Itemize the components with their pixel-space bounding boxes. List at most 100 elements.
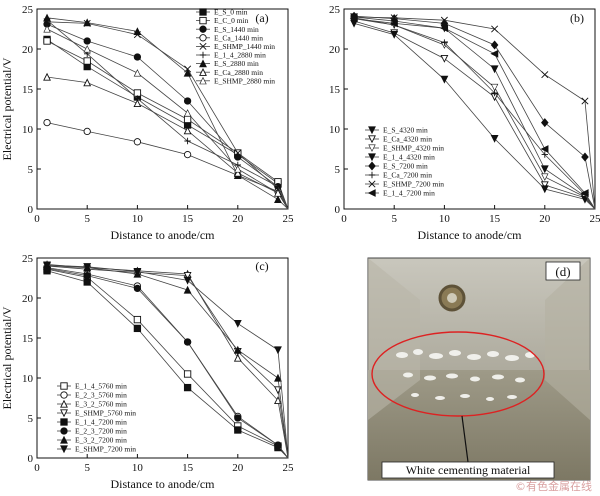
chart-panel-b: 0 5 10 15 20 25 0 5 10 15 20 25 Distance to anode/cm… bbox=[329, 4, 600, 242]
legend-entry: E_3_2_7200 min bbox=[75, 436, 127, 445]
highlight-ellipse bbox=[371, 331, 545, 417]
data-point bbox=[540, 145, 549, 153]
data-point bbox=[349, 14, 358, 23]
legend-entry: E_S_0 min bbox=[214, 8, 248, 17]
x-tick-label: 0 bbox=[34, 213, 40, 225]
legend-entry: E_1_4_5760 min bbox=[75, 382, 127, 391]
y-tick-label: 15 bbox=[22, 84, 34, 96]
legend-marker bbox=[368, 161, 376, 171]
photo-panel: White cementing material (d) bbox=[367, 257, 591, 481]
data-point bbox=[440, 75, 449, 84]
data-point bbox=[83, 37, 91, 45]
data-point bbox=[133, 27, 142, 36]
legend-entry: E_C_0 min bbox=[214, 16, 249, 25]
data-point bbox=[490, 83, 499, 92]
legend-entry: E_S_2880 min bbox=[214, 59, 259, 68]
data-point bbox=[183, 276, 192, 285]
data-point bbox=[183, 383, 192, 392]
legend-marker bbox=[368, 126, 376, 135]
legend-marker bbox=[367, 189, 376, 197]
data-point bbox=[183, 271, 192, 280]
series-8 bbox=[349, 14, 596, 210]
data-point bbox=[440, 54, 449, 63]
data-point bbox=[83, 78, 92, 87]
series-4 bbox=[350, 19, 596, 210]
series-7 bbox=[350, 13, 596, 210]
y-tick-label: 10 bbox=[329, 124, 341, 136]
data-point bbox=[83, 278, 91, 286]
legend-marker bbox=[60, 435, 68, 444]
data-point bbox=[43, 37, 51, 45]
data-point bbox=[43, 72, 51, 81]
data-point bbox=[274, 386, 282, 395]
data-point bbox=[490, 49, 499, 58]
plot-frame bbox=[36, 8, 289, 210]
legend-marker bbox=[199, 8, 207, 16]
legend-entry: E_1_4_4320 min bbox=[383, 153, 435, 162]
legend-entry: E_Ca_1440 min bbox=[214, 33, 263, 42]
panel-label: (c) bbox=[255, 259, 268, 273]
data-point bbox=[43, 13, 51, 22]
data-point bbox=[274, 441, 282, 449]
data-point bbox=[133, 324, 142, 333]
x-tick-label: 25 bbox=[283, 213, 295, 225]
data-point bbox=[83, 127, 91, 136]
legend-entry: E_SHMP_1440 min bbox=[214, 42, 275, 51]
data-point bbox=[274, 189, 282, 197]
legend-marker bbox=[199, 76, 207, 85]
y-tick-label: 10 bbox=[22, 373, 34, 385]
x-tick-label: 15 bbox=[489, 213, 501, 225]
y-tick-label: 5 bbox=[28, 413, 34, 425]
data-point bbox=[490, 65, 499, 74]
panel-label: (a) bbox=[255, 11, 268, 25]
legend-entry: E_2_3_5760 min bbox=[75, 391, 127, 400]
legend-marker bbox=[60, 445, 68, 454]
data-point bbox=[183, 126, 192, 135]
data-point bbox=[83, 263, 92, 272]
legend-marker bbox=[60, 382, 68, 390]
data-point bbox=[541, 151, 548, 158]
legend-entry: E_S_1440 min bbox=[214, 25, 259, 34]
x-tick-label: 5 bbox=[391, 213, 397, 225]
y-tick-label: 25 bbox=[22, 253, 34, 265]
data-point bbox=[183, 370, 192, 378]
x-tick-label: 20 bbox=[539, 213, 551, 225]
data-point bbox=[440, 24, 449, 33]
legend-entry: E_2_3_7200 min bbox=[75, 427, 127, 436]
legend-entry: E_SHMP_7200 min bbox=[75, 445, 136, 454]
data-point bbox=[233, 168, 242, 177]
legend-entry: E_SHMP_7200 min bbox=[383, 180, 444, 189]
data-point bbox=[541, 173, 549, 181]
data-point bbox=[83, 18, 92, 27]
annotation-box bbox=[381, 461, 555, 479]
x-tick-label: 10 bbox=[439, 213, 451, 225]
legend-marker bbox=[60, 409, 68, 418]
y-tick-label: 0 bbox=[335, 204, 341, 216]
chart-panel-c: 0 5 10 15 20 25 0 5 10 15 20 25 Distance to anode/cm… bbox=[0, 253, 294, 491]
x-tick-label: 10 bbox=[132, 462, 144, 474]
data-point bbox=[274, 373, 282, 382]
y-tick-label: 0 bbox=[28, 204, 34, 216]
data-point bbox=[581, 152, 589, 162]
x-tick-label: 15 bbox=[182, 213, 194, 225]
data-point bbox=[234, 153, 242, 161]
series-6 bbox=[43, 264, 289, 459]
x-tick-label: 25 bbox=[283, 462, 295, 474]
x-tick-label: 0 bbox=[341, 213, 347, 225]
legend-marker bbox=[199, 51, 207, 59]
data-point bbox=[133, 89, 142, 97]
y-axis-label: Electrical potential/V bbox=[0, 306, 14, 409]
annotation-label: White cementing material bbox=[406, 463, 531, 477]
data-point bbox=[440, 16, 448, 24]
data-point bbox=[234, 426, 242, 434]
series-8 bbox=[43, 72, 289, 210]
data-point bbox=[133, 267, 142, 276]
legend-entry: E_1_4_7200 min bbox=[383, 189, 435, 198]
legend-marker bbox=[368, 153, 376, 162]
legend-marker bbox=[60, 391, 68, 399]
data-point bbox=[133, 99, 142, 108]
data-point bbox=[491, 89, 498, 97]
legend-entry: E_SHMP_2880 min bbox=[214, 76, 275, 85]
